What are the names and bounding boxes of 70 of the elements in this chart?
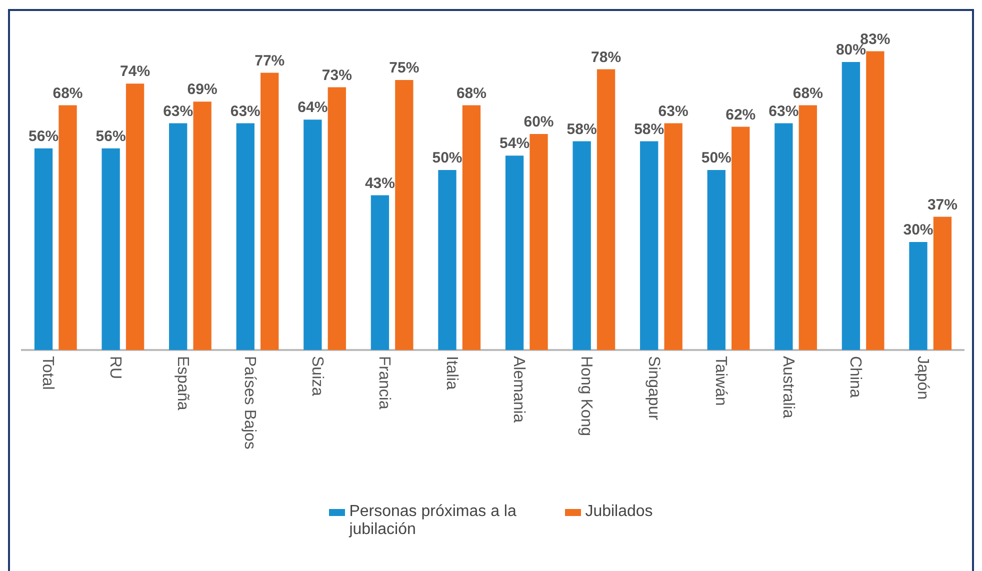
x-tick-label: Suiza: [308, 356, 326, 396]
data-label: 63%: [163, 102, 194, 120]
bar: [732, 126, 750, 350]
bar: [236, 123, 254, 350]
data-label: 74%: [120, 63, 150, 80]
bar: [438, 170, 456, 350]
legend-label: Personas próximas a la jubilación: [349, 503, 518, 539]
bar: [530, 134, 548, 350]
data-label: 63%: [768, 102, 799, 120]
x-tick-label: Italia: [442, 356, 460, 390]
bar: [126, 84, 144, 350]
x-tick-label: Alemania: [510, 356, 528, 423]
bar: [328, 87, 346, 350]
data-label: 73%: [322, 66, 352, 84]
bar: [798, 105, 817, 350]
bar: [260, 72, 279, 350]
bar: [34, 148, 53, 350]
data-label: 68%: [52, 84, 83, 102]
data-label: 64%: [298, 99, 328, 116]
bar: [169, 123, 188, 350]
data-label: 78%: [591, 48, 622, 66]
bar: [58, 105, 77, 350]
bar: [842, 62, 860, 350]
legend-label: Jubilados: [585, 503, 653, 521]
data-label: 50%: [432, 150, 462, 167]
x-tick-label: España: [174, 356, 191, 410]
data-label: 68%: [456, 84, 486, 102]
data-label: 30%: [903, 222, 934, 239]
data-label: 77%: [254, 52, 285, 70]
bar: [370, 195, 390, 350]
data-label: 68%: [792, 84, 823, 102]
bar: [909, 242, 928, 350]
bar: [304, 120, 322, 350]
bar: [774, 123, 793, 350]
data-label: 58%: [566, 120, 597, 138]
x-tick-label: Total: [39, 356, 56, 390]
x-tick-label: Países Bajos: [241, 356, 258, 450]
x-tick-label: Taiwán: [712, 356, 730, 406]
x-tick-label: RU: [106, 356, 124, 380]
data-label: 69%: [187, 81, 218, 98]
bar: [640, 141, 658, 350]
x-tick-label: Australia: [779, 356, 796, 418]
bar: [572, 141, 591, 350]
x-tick-label: China: [846, 356, 864, 398]
bar: [707, 170, 726, 350]
data-label: 58%: [634, 120, 664, 138]
bar: [395, 80, 414, 350]
data-label: 54%: [500, 135, 530, 152]
x-tick-label: Hong Kong: [578, 356, 595, 436]
data-label: 63%: [658, 102, 688, 120]
data-label: 62%: [726, 106, 756, 124]
data-label: 43%: [364, 174, 395, 192]
data-label: 60%: [524, 114, 554, 131]
bar: [664, 123, 682, 350]
data-label: 75%: [389, 60, 420, 77]
bar: [866, 51, 884, 350]
bar: [505, 156, 524, 350]
bar: [933, 216, 952, 350]
data-label: 50%: [701, 150, 732, 167]
bar: [462, 105, 481, 350]
x-tick-label: Singapur: [644, 356, 662, 421]
bar: [596, 69, 616, 350]
data-label: 63%: [230, 102, 260, 120]
data-label: 56%: [96, 128, 126, 146]
bar: [193, 102, 212, 350]
bar: [102, 148, 120, 350]
x-tick-label: Francia: [376, 356, 393, 410]
data-label: 37%: [927, 196, 958, 214]
x-tick-label: Japón: [914, 356, 931, 400]
data-label: 56%: [28, 128, 59, 146]
